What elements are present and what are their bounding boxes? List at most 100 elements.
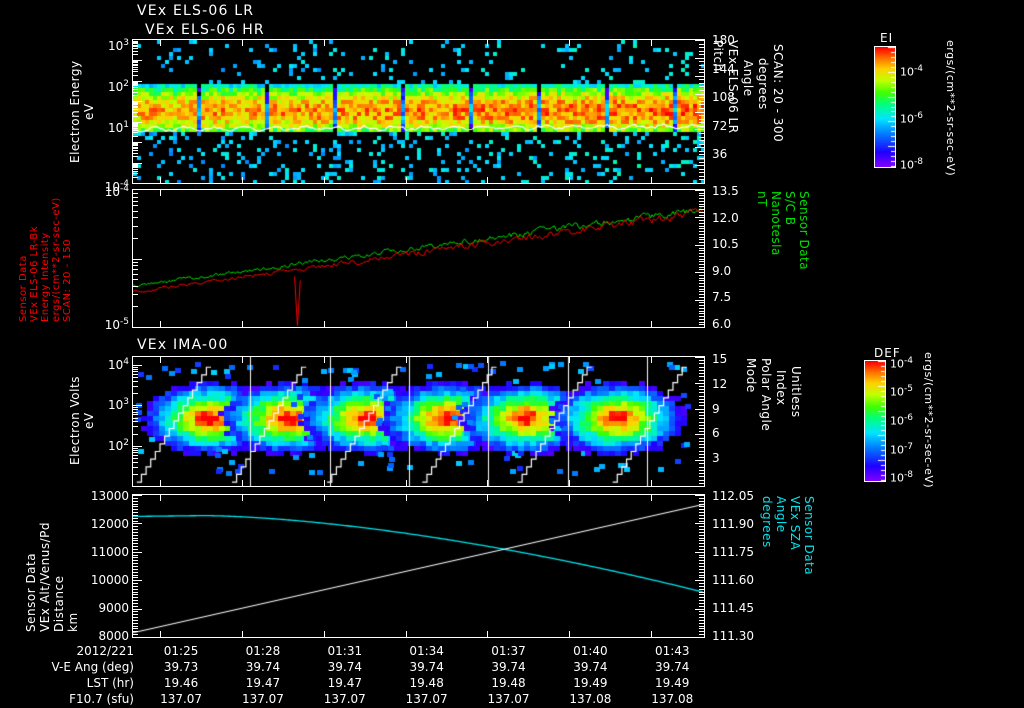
- minor-tick: [133, 409, 138, 410]
- colorbar3-unit: ergs/(cm**2-sr-sec-eV): [922, 352, 935, 489]
- minor-tick: [133, 518, 138, 519]
- panel1-title-hr: VEx ELS-06 HR: [145, 22, 265, 38]
- minor-tick: [699, 54, 704, 55]
- minor-tick: [699, 532, 704, 533]
- minor-tick: [133, 201, 138, 202]
- minor-tick: [133, 631, 138, 632]
- panel3-right-tick-2: 9: [712, 401, 720, 416]
- table-cell-time-0: 01:25: [163, 644, 199, 658]
- minor-tick: [133, 546, 138, 547]
- minor-tick: [133, 67, 138, 68]
- minor-tick: [133, 617, 138, 618]
- x-tick-mark: [487, 321, 488, 327]
- minor-tick: [699, 509, 704, 510]
- colorbar1: [874, 46, 896, 168]
- minor-tick: [133, 367, 138, 368]
- x-tick-mark: [487, 631, 488, 637]
- minor-tick: [699, 628, 704, 629]
- minor-tick: [133, 569, 138, 570]
- minor-tick: [699, 529, 704, 530]
- table-cell-lst-4: 19.48: [491, 676, 526, 690]
- minor-tick: [699, 172, 704, 173]
- minor-tick: [699, 631, 704, 632]
- minor-tick: [133, 205, 138, 206]
- minor-tick: [133, 132, 138, 133]
- minor-tick: [133, 498, 138, 499]
- minor-tick: [133, 238, 138, 239]
- x-tick-mark: [324, 631, 325, 637]
- minor-tick: [133, 529, 138, 530]
- minor-tick: [133, 377, 138, 378]
- table-cell-time-5: 01:40: [573, 644, 608, 658]
- minor-tick: [133, 535, 138, 536]
- minor-tick: [133, 369, 138, 370]
- minor-tick: [133, 61, 138, 62]
- panel4-left-tick-1: 12000: [90, 517, 129, 531]
- panel1-left-tick-1: 102: [107, 78, 129, 94]
- minor-tick: [699, 151, 704, 152]
- x-tick-mark: [487, 177, 488, 183]
- panel4-left-tick-0: 13000: [90, 489, 129, 503]
- minor-tick: [699, 65, 704, 66]
- minor-tick: [699, 104, 704, 105]
- minor-tick: [133, 109, 138, 110]
- minor-tick: [133, 623, 138, 624]
- minor-tick: [699, 289, 704, 290]
- minor-tick: [699, 72, 704, 73]
- bottom-info-table: 2012/221 V-E Ang (deg) LST (hr) F10.7 (sfu)…: [0, 640, 1024, 708]
- minor-tick: [695, 245, 704, 246]
- minor-tick: [133, 381, 138, 382]
- minor-tick: [699, 140, 704, 141]
- minor-tick: [133, 156, 138, 157]
- minor-tick: [133, 165, 138, 166]
- minor-tick: [699, 179, 704, 180]
- minor-tick: [133, 597, 138, 598]
- x-tick-mark: [324, 495, 325, 501]
- panel4-left-tick-3: 10000: [90, 573, 129, 587]
- minor-tick: [133, 95, 138, 96]
- minor-tick: [133, 532, 138, 533]
- minor-tick: [133, 515, 138, 516]
- minor-tick: [133, 455, 138, 456]
- panel3-left-tick-1: 103: [107, 397, 129, 413]
- minor-tick: [133, 122, 142, 123]
- minor-tick: [699, 61, 704, 62]
- minor-tick: [699, 169, 704, 170]
- minor-tick: [133, 65, 138, 66]
- minor-tick: [699, 441, 704, 442]
- minor-tick: [699, 451, 704, 452]
- colorbar1-tick-0: 10-4: [900, 64, 923, 79]
- minor-tick: [699, 546, 704, 547]
- minor-tick: [133, 150, 138, 151]
- minor-tick: [133, 523, 142, 524]
- minor-tick: [699, 239, 704, 240]
- x-tick-mark: [242, 480, 243, 486]
- minor-tick: [699, 176, 704, 177]
- minor-tick: [133, 169, 138, 170]
- minor-tick: [133, 193, 138, 194]
- x-tick-mark: [651, 495, 652, 501]
- minor-tick: [699, 386, 704, 387]
- minor-tick: [133, 144, 138, 145]
- table-row-label-3: F10.7 (sfu): [69, 692, 134, 706]
- minor-tick: [699, 457, 704, 458]
- minor-tick: [699, 269, 704, 270]
- minor-tick: [133, 85, 138, 86]
- table-cell-ve_ang-1: 39.74: [245, 660, 281, 674]
- colorbar1-title: EI: [880, 31, 894, 45]
- minor-tick: [699, 311, 704, 312]
- minor-tick: [699, 158, 704, 159]
- minor-tick: [133, 142, 142, 143]
- minor-tick: [133, 259, 142, 260]
- minor-tick: [699, 86, 704, 87]
- minor-tick: [133, 628, 138, 629]
- minor-tick: [699, 535, 704, 536]
- minor-tick: [699, 90, 704, 91]
- panel3-right-label-4: Unitless: [789, 366, 803, 418]
- minor-tick: [699, 376, 704, 377]
- minor-tick: [699, 515, 704, 516]
- minor-tick: [699, 198, 704, 199]
- x-tick-mark: [324, 190, 325, 196]
- panel4-y2-label-cyan: Sensor Data VEx SZA Angle degrees: [760, 496, 816, 576]
- minor-tick: [133, 512, 138, 513]
